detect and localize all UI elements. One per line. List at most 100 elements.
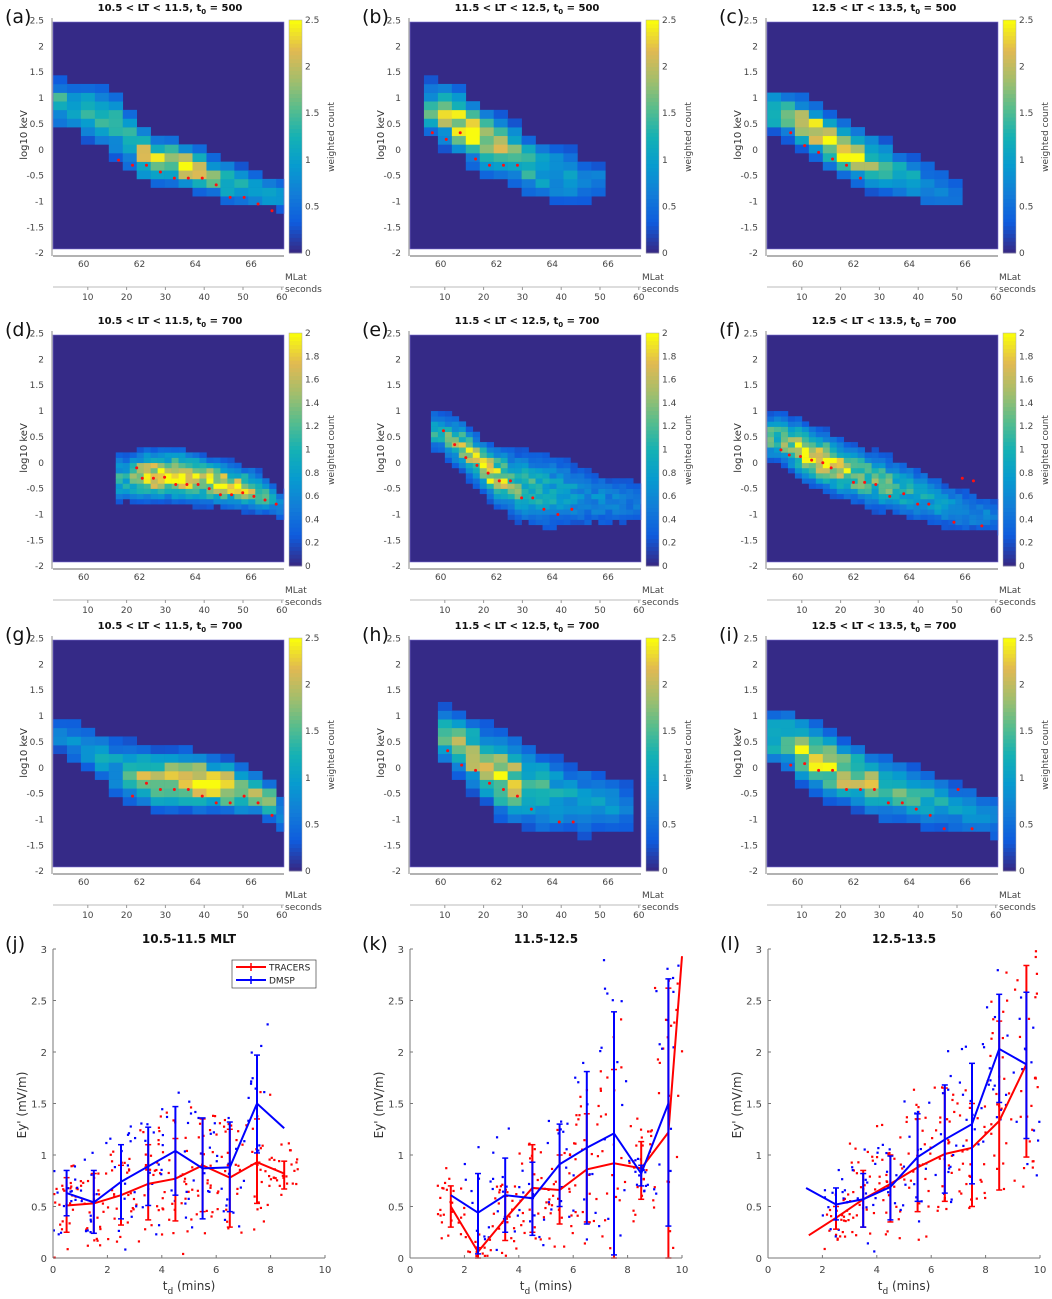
heatmap-cell (920, 178, 935, 188)
heatmap-cell (122, 153, 137, 162)
heatmap-cell (143, 473, 151, 479)
dmsp-scatter-point (621, 1103, 624, 1107)
seconds-tick-label: 50 (594, 911, 606, 921)
heatmap-cell (962, 822, 977, 832)
heatmap-cell (122, 473, 131, 479)
colorbar-tick-label: 1.4 (1019, 399, 1034, 409)
colorbar-segment (1003, 476, 1016, 481)
heatmap-cell (255, 467, 263, 474)
heatmap-cell (269, 488, 277, 495)
dmsp-scatter-point (1015, 1120, 1018, 1123)
colorbar-segment (289, 58, 302, 64)
dmsp-scatter-point (834, 1235, 837, 1238)
heatmap-cell (437, 442, 446, 448)
seconds-tick-label: 30 (517, 911, 529, 921)
heatmap-cell (500, 467, 508, 474)
heatmap-cell (269, 509, 277, 515)
tracers-scatter-point (847, 1193, 850, 1196)
dmsp-scatter-point (992, 1088, 995, 1091)
heatmap-cell (458, 467, 467, 474)
colorbar-segment (289, 167, 302, 172)
heatmap-cell (563, 170, 578, 180)
heatmap-cell (164, 467, 172, 474)
tracers-scatter-point (251, 1150, 254, 1153)
heatmap-cell (829, 452, 838, 458)
heatmap-cell (528, 462, 536, 469)
heatmap-cell (458, 436, 467, 443)
dmsp-scatter-point (471, 1201, 474, 1205)
heatmap-cell (507, 473, 515, 479)
ridge-point (474, 768, 478, 772)
heatmap-cell (213, 467, 221, 474)
tracers-scatter-point (956, 1102, 959, 1105)
heatmap-cell (801, 462, 810, 469)
tracers-scatter-point (968, 1106, 971, 1110)
heatmap-cell (948, 488, 956, 495)
dmsp-scatter-point (893, 1202, 897, 1205)
tracers-scatter-point (518, 1152, 521, 1155)
heatmap-cell (129, 457, 137, 464)
heatmap-cell (178, 788, 193, 798)
colorbar-tick-label: 0.8 (662, 469, 677, 479)
heatmap-cell (276, 814, 285, 824)
colorbar-segment (289, 437, 302, 443)
y-tick-label: -0.5 (26, 172, 44, 182)
heatmap-cell (479, 762, 494, 772)
heatmap-cell (899, 493, 907, 500)
colorbar-segment (646, 684, 659, 689)
colorbar-segment (289, 754, 302, 759)
tracers-scatter-point (961, 1162, 965, 1165)
heatmap-cell (507, 514, 515, 520)
heatmap-cell (549, 153, 564, 162)
dmsp-scatter-point (516, 1214, 519, 1217)
colorbar-segment (289, 839, 302, 845)
colorbar-segment (646, 356, 659, 361)
heatmap-cell (227, 504, 235, 510)
tracers-scatter-point (536, 1178, 539, 1182)
tracers-scatter-point (440, 1221, 444, 1224)
colorbar-tick-label: 0.2 (1019, 539, 1033, 549)
heatmap-cell (150, 771, 165, 780)
heatmap-cell (479, 153, 494, 162)
heatmap-cell (486, 478, 494, 484)
colorbar-segment (1003, 453, 1016, 458)
dmsp-scatter-point (559, 1128, 562, 1131)
y-tick-label: 1.5 (744, 68, 758, 78)
mlat-tick-label: 60 (792, 573, 804, 583)
heatmap-cell (521, 745, 536, 755)
heatmap-cell (612, 483, 620, 489)
colorbar-segment (289, 665, 302, 670)
colorbar-segment (1003, 641, 1016, 647)
tracers-scatter-point (110, 1189, 114, 1192)
heatmap-cell (122, 771, 137, 780)
colorbar-segment (1003, 542, 1016, 547)
plot-frame (52, 334, 285, 563)
mlat-label: MLat (642, 586, 664, 596)
heatmap-cell (787, 447, 796, 453)
tracers-scatter-point (628, 1161, 631, 1165)
colorbar-segment (289, 773, 302, 779)
heatmap-cell (136, 452, 144, 458)
ridge-point (486, 471, 490, 475)
y-tick-label: -0.5 (383, 790, 401, 800)
colorbar-segment (1003, 93, 1016, 99)
heatmap-cell (619, 483, 627, 489)
colorbar-segment (646, 31, 659, 36)
tracers-scatter-point (165, 1111, 168, 1114)
heatmap-cell (164, 473, 172, 479)
heatmap-cell (227, 467, 235, 474)
title-tail: = 700 (563, 621, 599, 632)
heatmap-cell (857, 493, 865, 500)
heatmap-cell (780, 462, 789, 469)
heatmap-cell (542, 519, 550, 526)
heatmap-cell (563, 462, 571, 469)
y-tick-label: 1 (395, 407, 401, 417)
tracers-scatter-point (448, 1177, 451, 1180)
heatmap-cell (808, 483, 817, 489)
heatmap-cell (577, 514, 585, 520)
dmsp-scatter-point (658, 1043, 661, 1046)
tracers-scatter-point (515, 1247, 518, 1250)
mlat-tick-label: 64 (190, 260, 202, 270)
y-tick-label: -0.5 (740, 485, 758, 495)
heatmap-cell (493, 109, 508, 119)
